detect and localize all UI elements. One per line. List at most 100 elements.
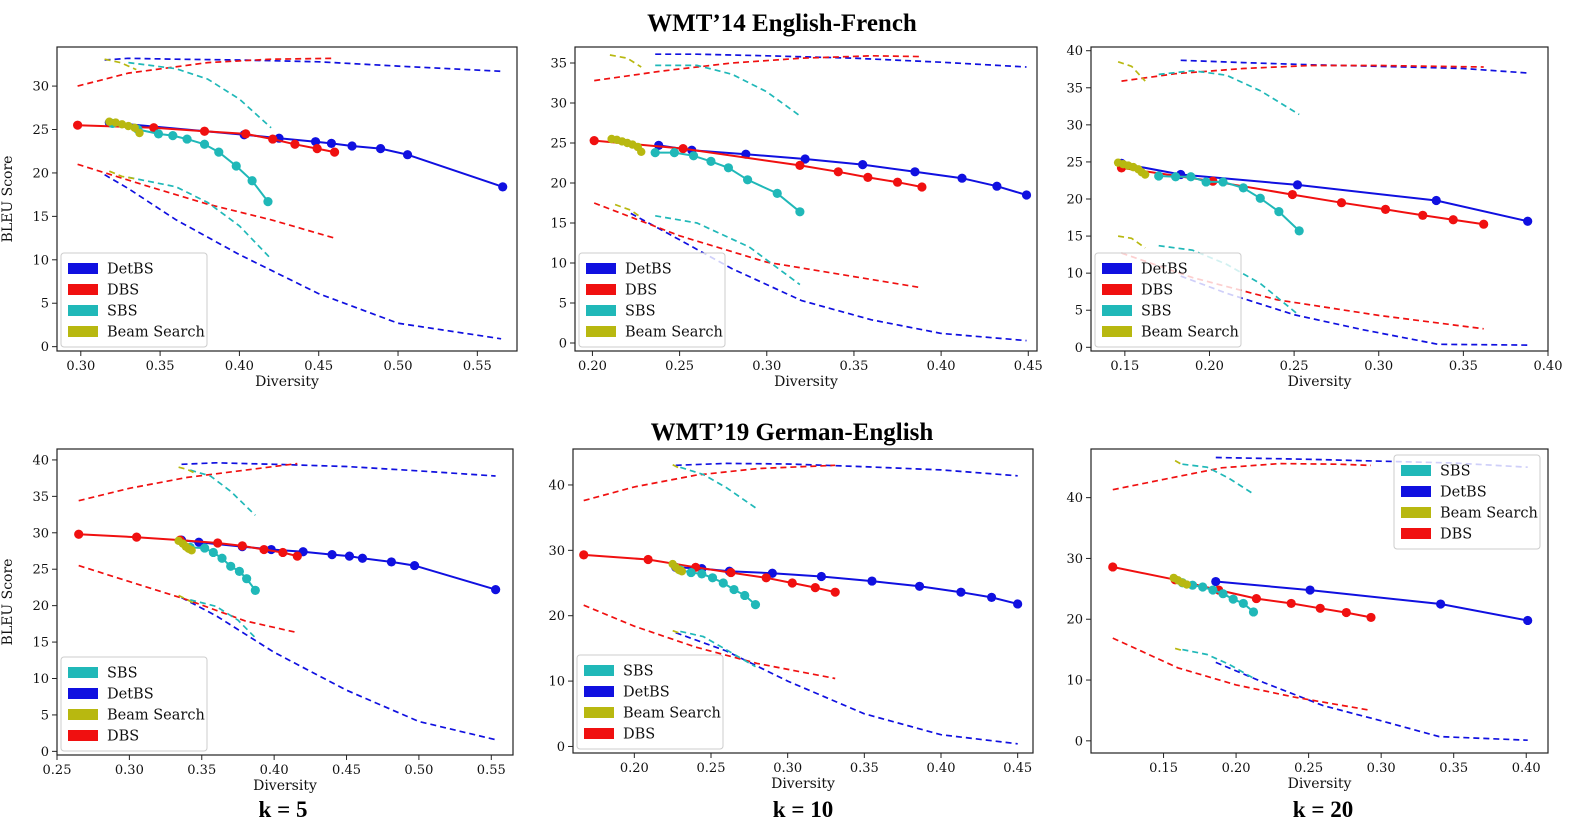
detbs-point: [409, 560, 420, 571]
detbs-point: [816, 571, 827, 582]
detbs-point: [375, 144, 386, 154]
detbs-dashed-line: [1215, 661, 1528, 742]
detbs-point: [1292, 180, 1303, 190]
sbs-point: [182, 134, 192, 144]
dbs-point: [1366, 612, 1376, 623]
sbs-point: [706, 156, 716, 166]
detbs-point: [910, 167, 920, 177]
dbs-point: [329, 147, 340, 157]
sbs-point: [650, 148, 660, 158]
beam-search-point: [117, 120, 127, 129]
sbs-point: [723, 163, 734, 173]
detbs-dashed-line: [181, 596, 496, 741]
sbs-point: [729, 584, 739, 595]
legend-swatch-beam-search: [1102, 326, 1132, 337]
series-group: [589, 53, 1032, 342]
legend-swatch-dbs: [1102, 284, 1132, 295]
legend-swatch-beam-search: [584, 707, 614, 718]
dbs-point: [1418, 210, 1428, 220]
subplot-4: 0.25 0.30 0.35 0.40 0.45 0.50 0.55 0 5 10 15 20 25 30…: [0, 448, 514, 794]
dbs-point: [761, 573, 771, 583]
beam-search-dashed-line: [104, 58, 137, 71]
x-tick-label: 0.45: [1014, 359, 1043, 374]
legend-label-detbs: DetBS: [623, 685, 670, 701]
detbs-point: [326, 138, 337, 149]
sbs-point: [1228, 594, 1238, 604]
legend-swatch-dbs: [1401, 528, 1431, 539]
beam-search-dashed-line: [609, 54, 642, 68]
sbs-point: [234, 566, 244, 577]
y-tick-label: 30: [32, 80, 49, 95]
plots-container: 0.30 0.35 0.40 0.45 0.50 0.55 0 5 10 15 20 25 30 Dive…: [0, 44, 1562, 794]
sbs-point: [718, 578, 728, 588]
sbs-point: [686, 567, 696, 578]
y-tick-label: 25: [1066, 155, 1083, 170]
detbs-point: [498, 182, 508, 192]
x-tick-label: 0.45: [304, 359, 333, 374]
dbs-dashed-line: [593, 202, 923, 289]
legend-box: [60, 656, 208, 752]
x-tick-label: 0.25: [43, 763, 72, 778]
sbs-point: [1218, 177, 1228, 187]
title-row-1: WMT’14 English-French: [647, 10, 917, 37]
legend-label-beam-search: Beam Search: [107, 708, 205, 724]
sbs-point: [688, 151, 699, 161]
y-tick-label: 0: [41, 745, 49, 760]
x-axis-label: Diversity: [255, 374, 319, 390]
plot-frame: [574, 46, 1038, 352]
legend-swatch-dbs: [586, 284, 616, 295]
sbs-dashed-line: [189, 598, 256, 639]
legend-swatch-beam-search: [68, 709, 98, 720]
y-tick-label: 25: [32, 563, 49, 578]
plot-frame: [1090, 46, 1549, 352]
sbs-point: [742, 175, 753, 185]
beam-search-dashed-line: [614, 203, 642, 219]
sbs-point: [199, 139, 210, 149]
k-label-10: k = 10: [773, 797, 833, 822]
legend: SBS DetBS Beam Search DBS: [1393, 454, 1541, 550]
x-tick-label: 0.40: [927, 761, 956, 776]
y-tick-label: 35: [550, 57, 567, 72]
sbs-dashed-line: [189, 469, 256, 516]
legend-swatch-detbs: [68, 688, 98, 699]
detbs-dashed-line: [630, 212, 1027, 342]
beam-search-dashed-line: [178, 466, 195, 474]
x-tick-label: 0.20: [1222, 761, 1251, 776]
x-tick-label: 0.35: [1439, 761, 1468, 776]
dbs-line: [583, 553, 836, 594]
detbs-point: [1431, 195, 1441, 206]
beam-search-dashed-line: [178, 594, 195, 605]
beam-search-point: [1140, 170, 1150, 179]
dbs-point: [1286, 598, 1296, 609]
dbs-point: [1315, 603, 1325, 613]
detbs-dashed-line: [675, 462, 1018, 477]
sbs-point: [226, 561, 236, 571]
sbs-point: [1255, 193, 1265, 203]
legend-label-beam-search: Beam Search: [623, 706, 721, 722]
detbs-point: [402, 150, 413, 160]
y-tick-label: 10: [548, 675, 565, 690]
legend-swatch-detbs: [68, 263, 98, 274]
dbs-point: [1380, 204, 1391, 214]
detbs-point: [1211, 576, 1221, 587]
y-tick-label: 40: [32, 453, 49, 468]
dbs-dashed-line: [1112, 462, 1372, 491]
sbs-point: [795, 207, 805, 217]
legend-swatch-sbs: [1102, 305, 1132, 316]
dbs-point: [1108, 562, 1118, 572]
legend-swatch-sbs: [586, 305, 616, 316]
dbs-point: [1479, 219, 1489, 229]
legend-label-dbs: DBS: [107, 283, 139, 299]
dbs-point: [241, 129, 251, 139]
detbs-point: [914, 581, 925, 591]
legend-box: [578, 252, 726, 348]
x-tick-label: 0.35: [187, 763, 216, 778]
sbs-dashed-line: [1182, 463, 1254, 495]
legend-label-detbs: DetBS: [1141, 262, 1188, 278]
dbs-point: [213, 538, 223, 548]
legend-label-dbs: DBS: [625, 283, 657, 299]
y-tick-label: 20: [32, 599, 49, 614]
y-tick-label: 35: [32, 490, 49, 505]
subplot-1: 0.30 0.35 0.40 0.45 0.50 0.55 0 5 10 15 20 25 30 Dive…: [0, 46, 518, 390]
sbs-point: [1274, 207, 1284, 217]
